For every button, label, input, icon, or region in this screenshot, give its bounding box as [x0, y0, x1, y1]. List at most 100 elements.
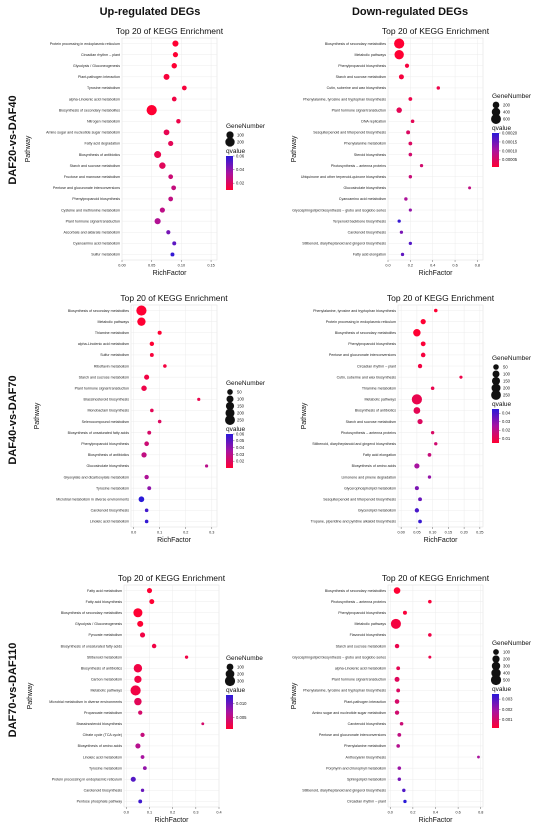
x-tick-label: 0.0 — [131, 531, 136, 535]
pathway-label: Amino sugar and nucleotide sugar metabol… — [312, 711, 386, 715]
data-point — [396, 688, 401, 693]
x-tick-label: 0.25 — [476, 531, 483, 535]
pathway-label: Protein processing in endoplasmic reticu… — [326, 320, 396, 324]
color-legend-title: qvalue — [492, 686, 512, 693]
pathway-label: Flavonoid biosynthesis — [350, 633, 387, 637]
pathway-label: Brassinosteroid biosynthesis — [76, 722, 122, 726]
pathway-label: DNA replication — [361, 119, 386, 123]
y-axis-title: Pathway — [34, 402, 41, 429]
data-point — [138, 799, 143, 804]
x-tick-label: 0.0 — [124, 811, 129, 815]
x-tick-label: 0.6 — [455, 811, 460, 815]
pathway-label: Porphyrin and chlorophyll metabolism — [326, 766, 386, 770]
size-legend-label: 100 — [503, 650, 511, 655]
data-point — [137, 620, 144, 627]
pathway-label: Fatty acid metabolism — [87, 589, 122, 593]
data-point — [144, 508, 149, 513]
data-point — [420, 352, 426, 358]
x-axis-title: RichFactor — [419, 270, 454, 277]
pathway-label: Biosynthesis of secondary metabolites — [325, 589, 386, 593]
data-point — [134, 697, 142, 706]
color-legend-bar — [226, 695, 233, 729]
data-point — [394, 699, 400, 704]
color-legend-label: 0.002 — [502, 707, 513, 712]
data-point — [402, 610, 407, 615]
size-legend-label: 100 — [237, 133, 245, 138]
pathway-label: Linoleic acid metabolism — [83, 755, 122, 759]
x-tick-label: 0.15 — [207, 264, 214, 268]
size-legend-dot — [226, 395, 234, 403]
data-point — [394, 676, 400, 682]
pathway-label: Riboflavin metabolism — [94, 364, 129, 368]
color-legend-label: 0.001 — [502, 717, 513, 722]
color-legend-label: 0.02 — [236, 459, 245, 464]
color-legend-label: 0.06 — [236, 153, 245, 158]
data-point — [144, 374, 150, 380]
size-legend-dot — [491, 114, 501, 124]
pathway-label: Thiamine metabolism — [362, 386, 396, 390]
data-point — [172, 40, 179, 47]
data-point — [459, 375, 463, 379]
data-point — [146, 105, 157, 116]
color-legend-bar — [226, 434, 233, 468]
pathway-label: Plant-pathogen interaction — [78, 75, 120, 79]
x-tick-label: 0.05 — [148, 264, 155, 268]
panel-title: Top 20 of KEGG Enrichment — [382, 573, 490, 583]
pathway-label: Phenylpropanoid biosynthesis — [348, 342, 396, 346]
data-point — [144, 519, 149, 524]
data-point — [163, 129, 170, 136]
pathway-label: Sphingolipid metabolism — [347, 777, 386, 781]
pathway-label: Cutin, suberine and wax biosynthesis — [327, 86, 387, 90]
color-legend-label: 0.04 — [236, 167, 245, 172]
color-legend-bar — [492, 694, 499, 728]
pathway-label: Glucosinolate biosynthesis — [86, 464, 129, 468]
size-legend-label: 200 — [237, 411, 245, 416]
color-legend-title: qvalue — [492, 401, 512, 408]
pathway-label: Fatty acid degradation — [84, 142, 120, 146]
data-point — [146, 587, 153, 594]
pathway-label: Starch and sucrose metabolism — [70, 164, 120, 168]
x-tick-label: 0.20 — [460, 531, 467, 535]
size-legend-label: 200 — [503, 657, 511, 662]
pathway-label: Cysteine and methionine metabolism — [61, 208, 120, 212]
x-tick-label: 0.10 — [178, 264, 185, 268]
data-point — [168, 196, 174, 202]
data-point — [404, 63, 410, 68]
pathway-label: Phenylpropanoid biosynthesis — [338, 611, 386, 615]
data-point — [197, 397, 201, 401]
size-legend-label: 250 — [503, 393, 511, 398]
data-point — [149, 353, 154, 357]
pathway-label: Monobactam biosynthesis — [87, 409, 129, 413]
data-point — [468, 186, 472, 190]
pathway-label: Circadian rhythm – plant — [357, 364, 396, 368]
pathway-label: Nitrogen metabolism — [87, 119, 120, 123]
x-tick-label: 0.4 — [216, 811, 221, 815]
data-point — [420, 319, 426, 325]
pathway-label: Glycerophospholipid metabolism — [344, 486, 396, 490]
pathway-label: Biosynthesis of unsaturated fatty acids — [68, 431, 130, 435]
size-legend-label: 200 — [503, 386, 511, 391]
color-legend-label: 0.010 — [236, 701, 247, 706]
size-legend-dot — [492, 101, 500, 109]
data-point — [419, 164, 424, 168]
panel-title: Top 20 of KEGG Enrichment — [116, 26, 224, 36]
data-point — [428, 633, 432, 637]
size-legend-label: 300 — [503, 664, 511, 669]
data-point — [138, 496, 145, 503]
pathway-label: Pentose phosphate pathway — [77, 800, 123, 804]
data-point — [413, 329, 421, 337]
pathway-label: Terpenoid backbone biosynthesis — [333, 219, 386, 223]
size-legend-dot — [225, 137, 235, 147]
size-legend-label: 400 — [503, 671, 511, 676]
data-point — [428, 655, 432, 659]
pathway-label: Glycosphingolipid biosynthesis – globo a… — [292, 208, 386, 212]
color-legend-bar — [492, 409, 499, 443]
pathway-label: Metabolic pathways — [97, 320, 129, 324]
pathway-label: Microbial metabolism in diverse environm… — [49, 700, 122, 704]
column-header-down: Down-regulated DEGs — [352, 6, 468, 18]
pathway-label: Biosynthesis of secondary metabolites — [59, 108, 120, 112]
data-point — [159, 207, 165, 213]
pathway-label: alpha-Linolenic acid metabolism — [69, 97, 120, 101]
data-point — [151, 643, 157, 649]
